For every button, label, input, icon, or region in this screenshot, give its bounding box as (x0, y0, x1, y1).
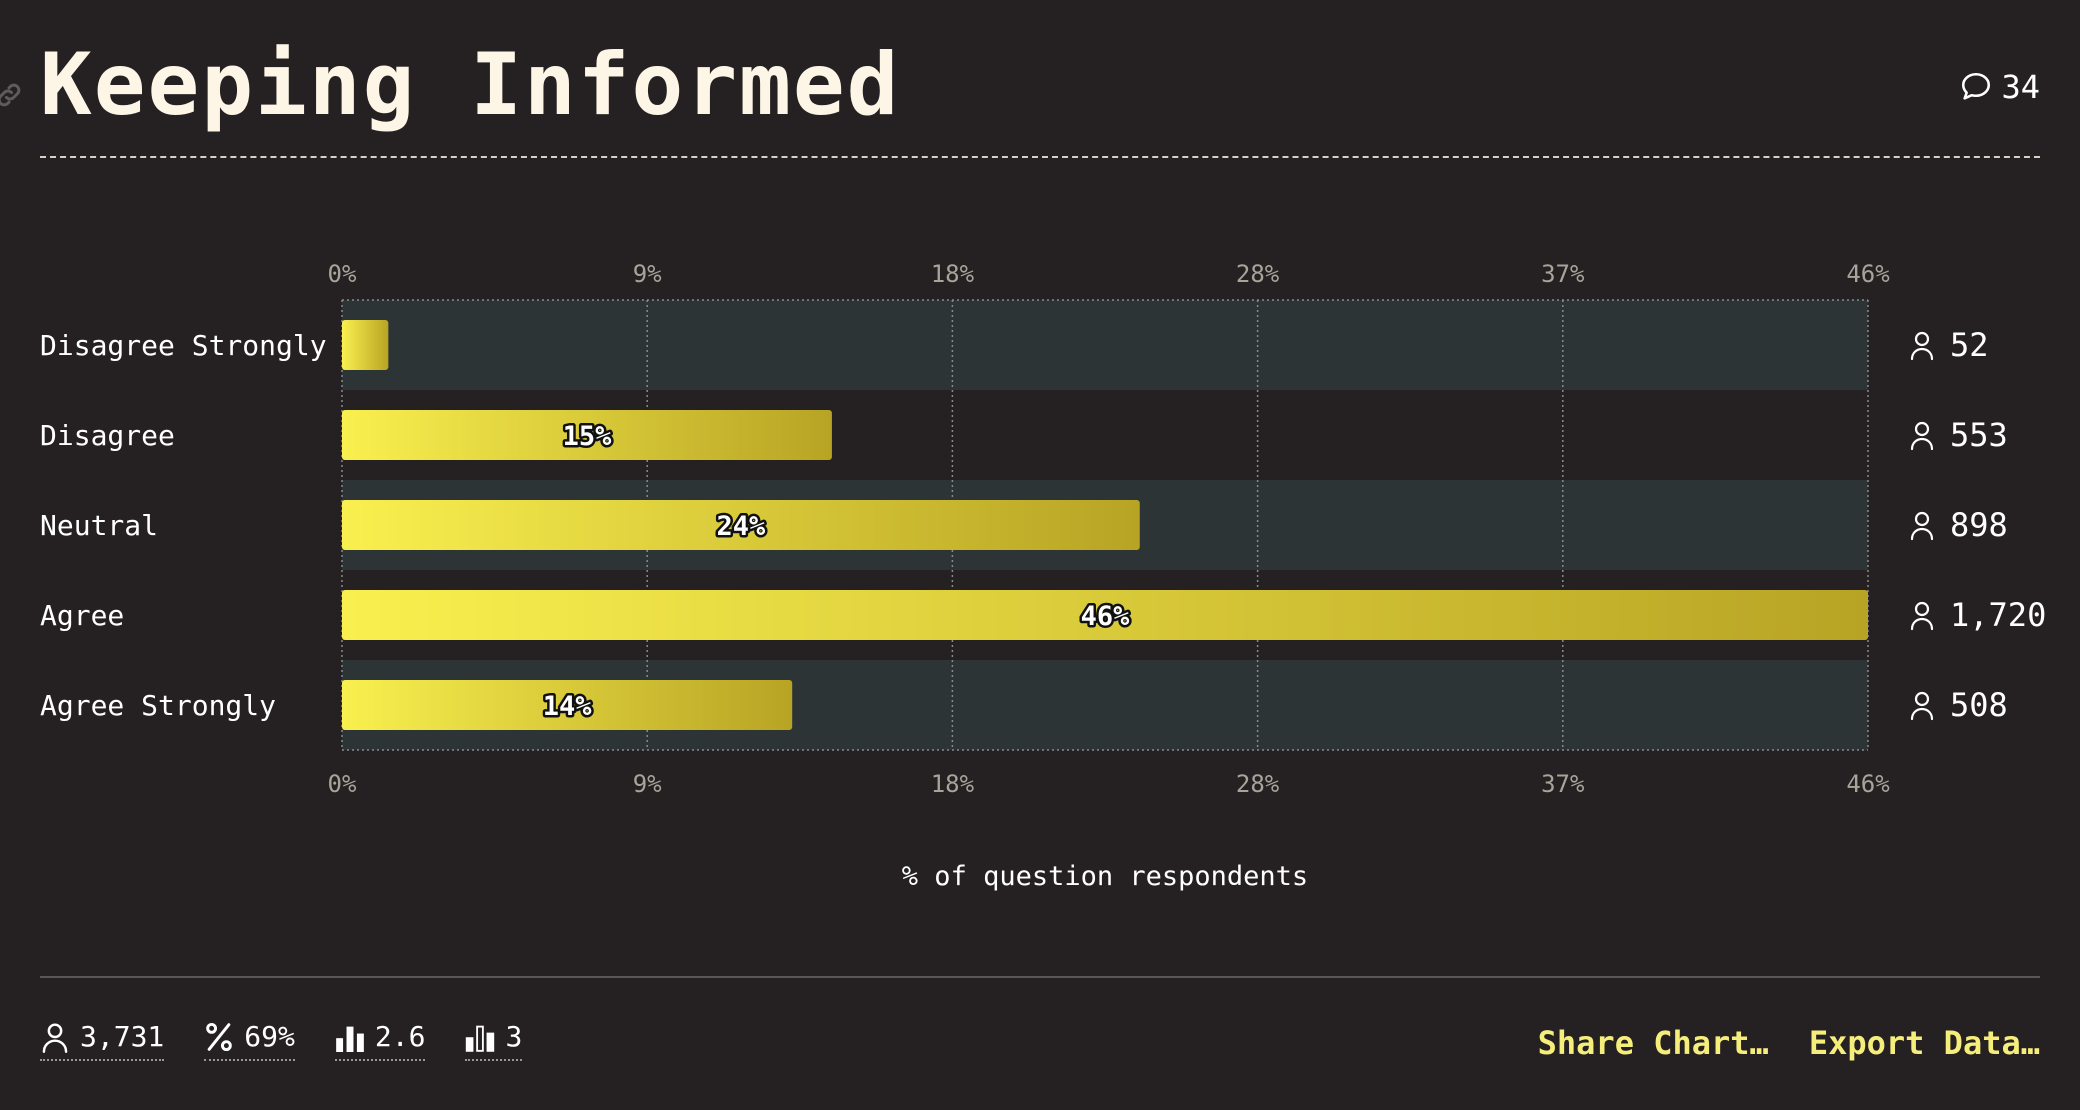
median-stat[interactable]: 3 (465, 1020, 523, 1061)
respondents-value: 3,731 (80, 1020, 165, 1053)
chart-actions: Share Chart… Export Data… (1538, 1024, 2040, 1062)
tick-label-top: 28% (1236, 260, 1280, 288)
person-icon (42, 1022, 68, 1053)
bar-value-label: 24% (716, 511, 766, 542)
tick-label-top: 37% (1541, 260, 1585, 288)
bar[interactable] (342, 320, 389, 370)
tick-label-bottom: 37% (1541, 770, 1585, 798)
percent-icon (206, 1022, 233, 1051)
tick-label-bottom: 46% (1846, 770, 1890, 798)
footer-divider (40, 976, 2040, 978)
respondent-count: 553 (1950, 416, 2008, 454)
comment-icon (1962, 72, 1991, 100)
respondents-stat[interactable]: 3,731 (40, 1020, 165, 1061)
tick-label-top: 0% (328, 260, 357, 288)
person-icon (1910, 601, 1934, 631)
bar[interactable] (342, 410, 832, 460)
person-icon (1910, 421, 1934, 451)
tick-label-bottom: 0% (328, 770, 357, 798)
link-icon[interactable] (0, 80, 24, 110)
page-title: Keeping Informed (40, 35, 901, 135)
summary-stats: 3,731 69% 2.6 3 (40, 1020, 523, 1061)
title-divider (40, 156, 2040, 158)
average-stat[interactable]: 2.6 (334, 1020, 426, 1061)
person-icon (1910, 691, 1934, 721)
comment-count: 34 (2001, 68, 2040, 106)
export-data-button[interactable]: Export Data… (1808, 1024, 2040, 1062)
tick-label-top: 18% (931, 260, 975, 288)
comments-button[interactable]: 34 (1959, 68, 2040, 106)
person-icon (1910, 331, 1934, 361)
average-value: 2.6 (374, 1020, 426, 1053)
bar-chart-icon (336, 1026, 364, 1052)
bar-chart: 0% 0% 9% 9% 18% 18% 28% 28% 37% 37% 46% 46% Disagree… (40, 260, 2046, 892)
bar[interactable] (342, 590, 1868, 640)
percent-stat[interactable]: 69% (204, 1020, 295, 1061)
tick-label-top: 46% (1846, 260, 1890, 288)
percent-value: 69% (244, 1020, 295, 1053)
bar-value-label: 46% (1081, 601, 1131, 632)
bar[interactable] (342, 500, 1140, 550)
median-value: 3 (505, 1020, 523, 1053)
person-icon (1910, 511, 1934, 541)
respondent-count: 508 (1950, 686, 2008, 724)
tick-label-bottom: 18% (931, 770, 975, 798)
category-label: Agree (40, 599, 124, 632)
respondent-count: 1,720 (1950, 596, 2046, 634)
tick-label-top: 9% (633, 260, 662, 288)
category-label: Disagree Strongly (40, 329, 327, 362)
bar-value-label: 15% (563, 421, 613, 452)
bar-chart-outline-icon (466, 1025, 495, 1052)
category-label: Disagree (40, 419, 175, 452)
category-label: Neutral (40, 509, 158, 542)
category-label: Agree Strongly (40, 689, 276, 722)
share-chart-button[interactable]: Share Chart… (1537, 1024, 1769, 1062)
tick-label-bottom: 9% (633, 770, 662, 798)
respondent-count: 898 (1950, 506, 2008, 544)
bar[interactable] (342, 680, 793, 730)
row-band (342, 300, 1868, 390)
bar-value-label: 14% (543, 691, 593, 722)
x-axis-title: % of question respondents (902, 861, 1308, 892)
tick-label-bottom: 28% (1236, 770, 1280, 798)
respondent-count: 52 (1950, 326, 1989, 364)
